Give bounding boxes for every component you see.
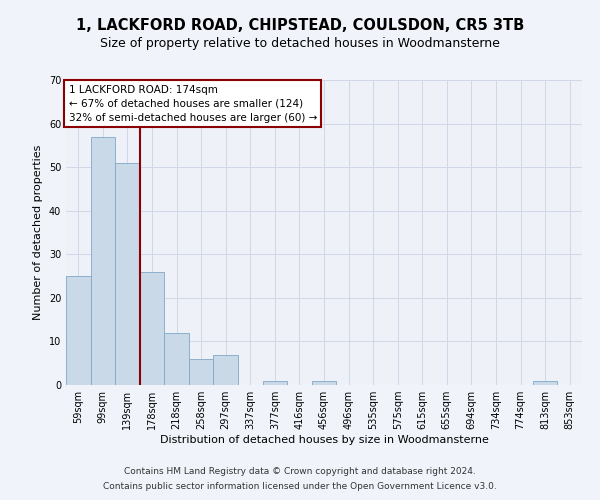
Text: Size of property relative to detached houses in Woodmansterne: Size of property relative to detached ho… [100, 38, 500, 51]
Y-axis label: Number of detached properties: Number of detached properties [33, 145, 43, 320]
Bar [214, 354, 238, 385]
Text: 1, LACKFORD ROAD, CHIPSTEAD, COULSDON, CR5 3TB: 1, LACKFORD ROAD, CHIPSTEAD, COULSDON, C… [76, 18, 524, 32]
Text: Contains public sector information licensed under the Open Government Licence v3: Contains public sector information licen… [103, 482, 497, 491]
Text: 1 LACKFORD ROAD: 174sqm
← 67% of detached houses are smaller (124)
32% of semi-d: 1 LACKFORD ROAD: 174sqm ← 67% of detache… [68, 84, 317, 122]
Bar [189, 359, 214, 385]
Bar [140, 272, 164, 385]
Bar [533, 380, 557, 385]
Bar [91, 136, 115, 385]
Bar [263, 380, 287, 385]
Bar [66, 276, 91, 385]
Bar [164, 332, 189, 385]
Bar [115, 163, 140, 385]
X-axis label: Distribution of detached houses by size in Woodmansterne: Distribution of detached houses by size … [160, 435, 488, 445]
Text: Contains HM Land Registry data © Crown copyright and database right 2024.: Contains HM Land Registry data © Crown c… [124, 467, 476, 476]
Bar [312, 380, 336, 385]
